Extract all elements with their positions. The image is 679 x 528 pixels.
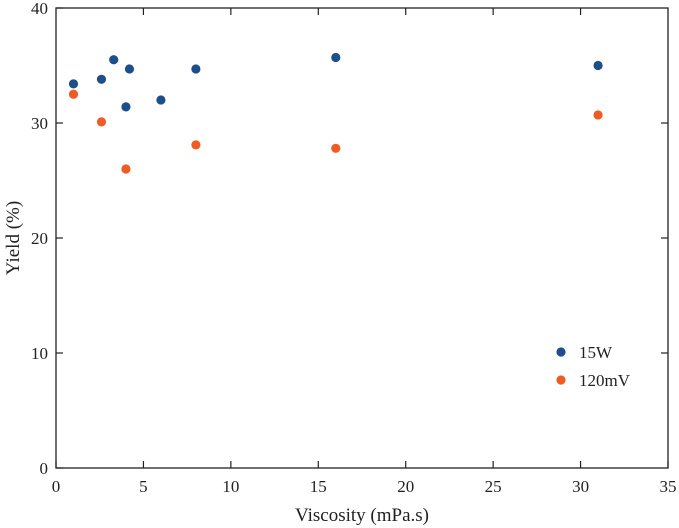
- data-point: [593, 110, 603, 120]
- x-tick-label: 10: [222, 477, 239, 496]
- data-point: [593, 60, 603, 71]
- data-point: [121, 102, 131, 112]
- y-tick-label: 10: [31, 344, 48, 363]
- x-tick-label: 35: [660, 477, 677, 496]
- data-point: [331, 52, 341, 63]
- y-axis-ticks: 0 10 20 30 40: [31, 0, 668, 478]
- data-point: [96, 117, 107, 127]
- x-tick-label: 20: [397, 477, 414, 496]
- data-point: [96, 74, 107, 84]
- data-point: [109, 55, 119, 65]
- data-point: [331, 143, 341, 153]
- data-point: [191, 140, 201, 150]
- y-tick-label: 40: [31, 0, 48, 18]
- legend: 15W 120mV: [556, 343, 631, 390]
- x-axis-ticks: 0 5 10 15 20 25 30 35: [52, 8, 677, 496]
- data-points: [68, 52, 603, 174]
- data-point: [191, 64, 201, 74]
- data-point: [68, 89, 79, 99]
- y-tick-label: 0: [40, 459, 49, 478]
- legend-label: 120mV: [579, 371, 631, 390]
- data-point: [68, 79, 79, 89]
- x-tick-label: 5: [139, 477, 148, 496]
- y-tick-label: 30: [31, 114, 48, 133]
- x-tick-label: 15: [310, 477, 327, 496]
- legend-label: 15W: [579, 343, 613, 362]
- legend-marker: [556, 375, 566, 385]
- x-tick-label: 0: [52, 477, 61, 496]
- x-axis-title: Viscosity (mPa.s): [295, 505, 429, 526]
- data-point: [124, 64, 135, 74]
- plot-frame: [55, 7, 669, 469]
- legend-marker: [556, 347, 566, 357]
- data-point: [156, 95, 166, 105]
- y-axis-title: Yield (%): [3, 201, 24, 275]
- y-tick-label: 20: [31, 229, 48, 248]
- x-tick-label: 25: [485, 477, 502, 496]
- x-tick-label: 30: [572, 477, 589, 496]
- data-point: [121, 164, 131, 174]
